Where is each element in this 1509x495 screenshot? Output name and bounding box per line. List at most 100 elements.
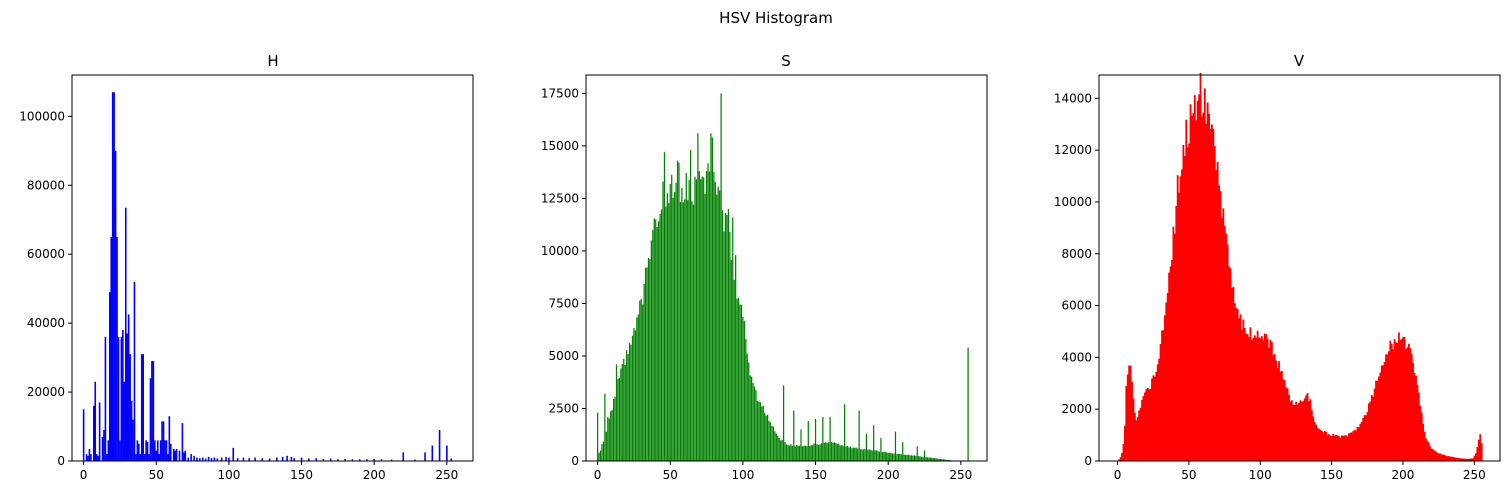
histogram-bar bbox=[621, 363, 623, 461]
histogram-bar bbox=[944, 459, 946, 461]
histogram-bar bbox=[1252, 337, 1255, 461]
histogram-bar bbox=[803, 445, 805, 461]
histogram-bar bbox=[220, 457, 223, 461]
histogram-bar bbox=[739, 304, 741, 461]
histogram-bar bbox=[923, 450, 926, 461]
histogram-bar bbox=[161, 421, 163, 461]
histogram-bar bbox=[730, 259, 732, 461]
x-tick-label: 100 bbox=[1249, 468, 1272, 482]
histogram-bar bbox=[1206, 102, 1209, 461]
histogram-bar bbox=[929, 457, 931, 461]
histogram-bar bbox=[1202, 112, 1205, 461]
histogram-bar bbox=[1260, 336, 1263, 461]
histogram-bar bbox=[172, 448, 175, 461]
histogram-bar bbox=[841, 445, 843, 461]
histogram-bar bbox=[758, 401, 760, 461]
histogram-bar bbox=[276, 457, 278, 461]
histogram-bar bbox=[742, 316, 744, 461]
histogram-bar bbox=[124, 207, 127, 461]
histogram-bar bbox=[873, 425, 875, 461]
histogram-bar bbox=[1268, 347, 1270, 461]
histogram-bar bbox=[135, 454, 137, 461]
histogram-bar bbox=[1316, 427, 1319, 461]
histogram-bar bbox=[90, 454, 92, 461]
histogram-bar bbox=[642, 304, 644, 461]
x-tick-label: 100 bbox=[731, 468, 754, 482]
histogram-bar bbox=[868, 449, 870, 461]
histogram-bar bbox=[806, 446, 808, 461]
histogram-bar bbox=[698, 171, 700, 462]
histogram-bar bbox=[766, 414, 769, 461]
histogram-bar bbox=[1265, 334, 1268, 461]
histogram-bar bbox=[1416, 385, 1419, 461]
histogram-bar bbox=[380, 459, 383, 461]
histogram-bar bbox=[1300, 401, 1303, 461]
histogram-bar bbox=[814, 418, 817, 461]
histogram-bar bbox=[682, 202, 684, 461]
histogram-bar bbox=[213, 457, 216, 461]
histogram-bar bbox=[636, 317, 638, 461]
histogram-bar bbox=[726, 215, 728, 461]
histogram-bar bbox=[154, 440, 156, 461]
histogram-bar bbox=[764, 412, 766, 461]
histogram-bar bbox=[848, 447, 850, 461]
histogram-bar bbox=[119, 440, 121, 461]
histogram-bar bbox=[1189, 104, 1192, 461]
histogram-bar bbox=[674, 192, 676, 462]
histogram-bar bbox=[643, 284, 645, 461]
histogram-bar bbox=[676, 160, 679, 461]
histogram-bar bbox=[662, 181, 664, 462]
histogram-bar bbox=[614, 396, 616, 461]
histogram-bar bbox=[855, 447, 857, 461]
histogram-bar bbox=[1430, 448, 1433, 461]
histogram-bar bbox=[1269, 340, 1272, 461]
histogram-bar bbox=[658, 221, 660, 461]
histogram-bar bbox=[158, 454, 160, 461]
histogram-bar bbox=[1425, 438, 1427, 461]
histogram-bar bbox=[851, 448, 853, 461]
histogram-bar bbox=[1380, 365, 1383, 461]
histogram-bar bbox=[1135, 420, 1138, 461]
histogram-bar bbox=[1405, 348, 1407, 461]
histogram-bar bbox=[714, 182, 716, 461]
histogram-bar bbox=[1332, 433, 1335, 461]
histogram-bar bbox=[193, 455, 195, 461]
histogram-bar bbox=[1377, 376, 1380, 461]
histogram-bar bbox=[1477, 439, 1480, 461]
histogram-bar bbox=[1235, 307, 1238, 461]
histogram-bar bbox=[236, 458, 239, 461]
x-tick-label: 0 bbox=[80, 468, 88, 482]
histogram-bar bbox=[812, 445, 814, 461]
histogram-bar bbox=[114, 150, 117, 461]
histogram-bar bbox=[716, 194, 718, 461]
histogram-bar bbox=[1436, 452, 1439, 461]
histogram-bar bbox=[414, 459, 416, 461]
histogram-bar bbox=[1403, 337, 1406, 461]
v-axes: 0 50 100 150 200 250 0 2000 4000 6000 8000 10000 120… bbox=[1054, 74, 1501, 482]
histogram-bar bbox=[1246, 334, 1249, 461]
y-tick-label: 40000 bbox=[27, 316, 65, 330]
histogram-bar bbox=[859, 449, 862, 461]
histogram-bar bbox=[1153, 376, 1156, 461]
histogram-bar bbox=[1145, 389, 1148, 461]
histogram-bar bbox=[906, 454, 908, 461]
histogram-bar bbox=[248, 458, 251, 461]
histogram-bar bbox=[688, 180, 690, 461]
histogram-bar bbox=[617, 378, 619, 461]
histogram-bar bbox=[1383, 362, 1386, 461]
histogram-bar bbox=[1406, 347, 1409, 461]
histogram-bar bbox=[909, 455, 911, 461]
histogram-bar bbox=[1146, 387, 1149, 461]
histogram-bar bbox=[729, 231, 731, 461]
histogram-bar bbox=[1126, 374, 1129, 461]
histogram-bar bbox=[1346, 436, 1349, 461]
histogram-bar bbox=[155, 450, 158, 461]
x-tick-label: 50 bbox=[663, 468, 678, 482]
histogram-bar bbox=[967, 347, 969, 461]
histogram-bar bbox=[201, 457, 204, 461]
histogram-bar bbox=[884, 451, 886, 461]
histogram-bar bbox=[656, 227, 658, 461]
histogram-bar bbox=[598, 452, 600, 461]
histogram-bar bbox=[746, 353, 748, 461]
